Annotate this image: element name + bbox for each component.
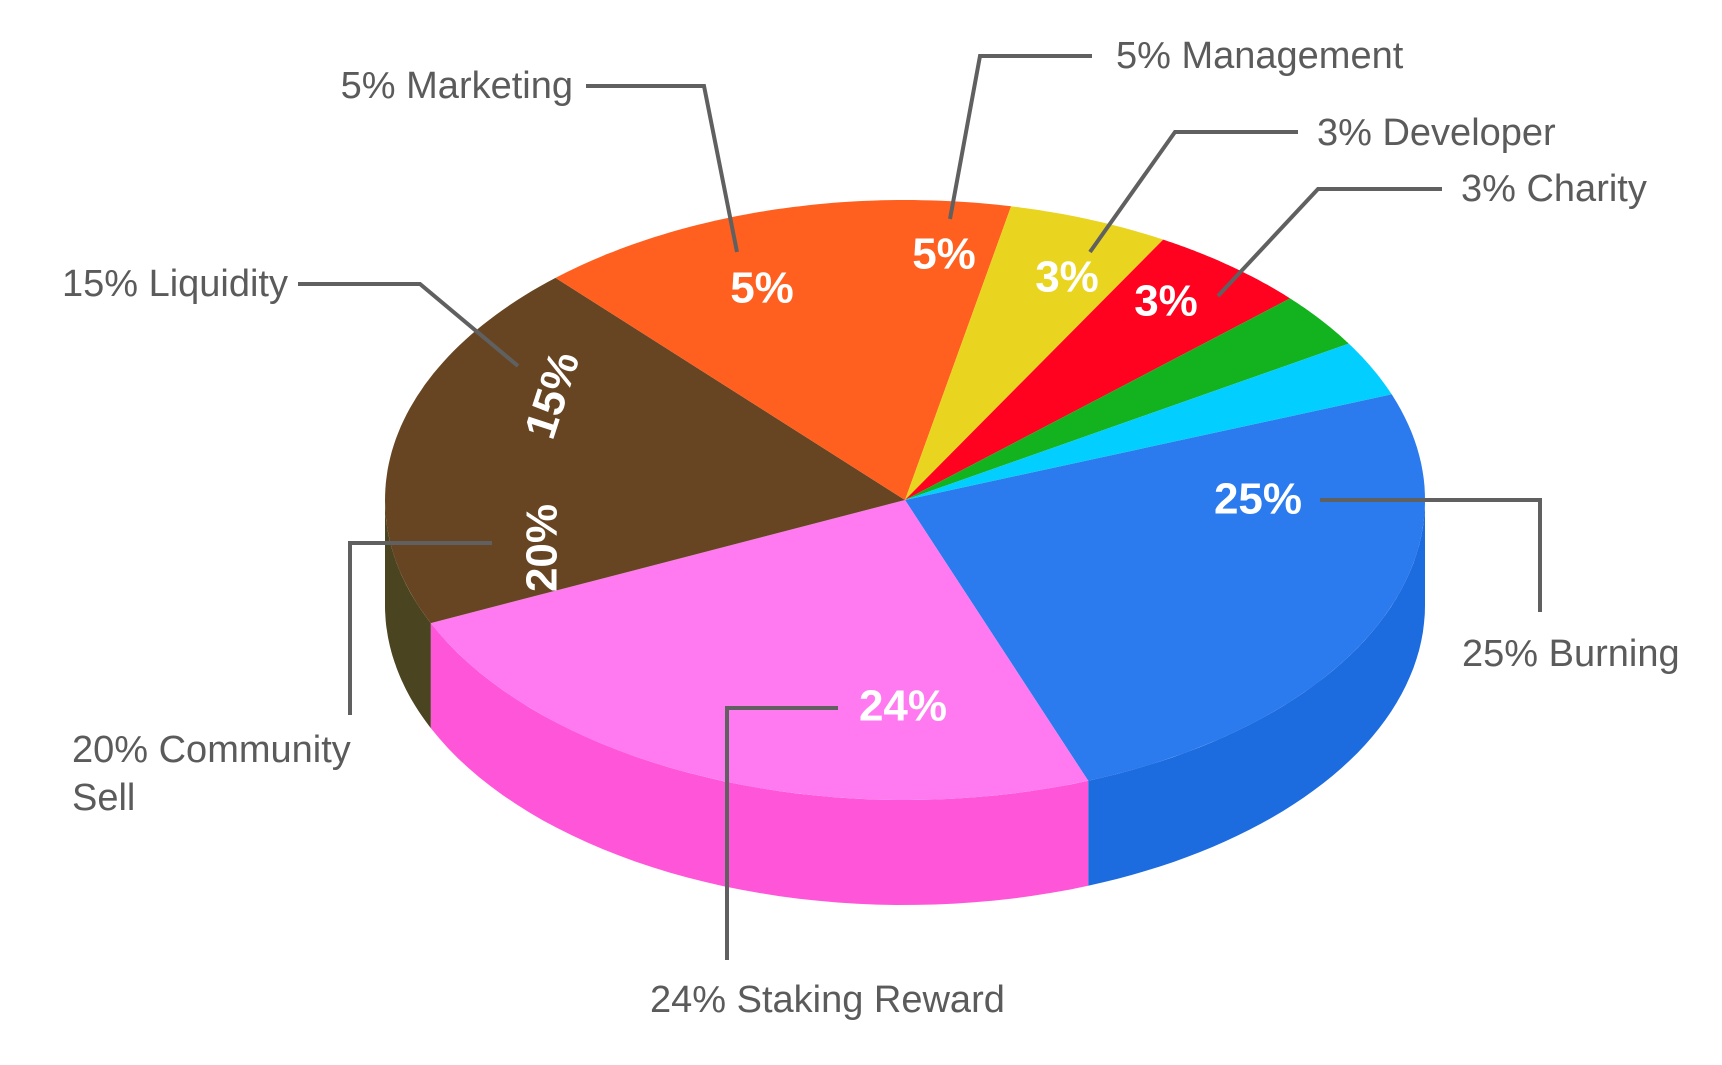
leader-line-management <box>948 54 1092 220</box>
pct-label-developer: 3% <box>1035 253 1099 302</box>
leader-line-marketing <box>586 84 739 253</box>
slice-charity <box>905 343 1392 500</box>
side-wall-burning <box>1088 500 1425 886</box>
leader-line-liquidity <box>298 282 520 368</box>
slice-staking-reward <box>430 500 1089 800</box>
callout-charity: 3% Charity <box>1461 168 1647 210</box>
pct-label-charity: 3% <box>1134 277 1198 326</box>
pct-label-marketing: 5% <box>730 264 794 313</box>
slice-management <box>905 239 1291 500</box>
slice-burning <box>905 394 1425 781</box>
leader-line-staking-reward <box>725 706 838 960</box>
callout-liquidity: 15% Liquidity <box>62 263 288 305</box>
leader-line-developer <box>1088 130 1298 254</box>
callout-marketing: 5% Marketing <box>341 65 573 107</box>
leader-line-community-sell <box>348 541 492 715</box>
pct-label-burning: 25% <box>1214 475 1302 524</box>
callout-management: 5% Management <box>1116 35 1404 77</box>
pct-label-community-sell: 20% <box>518 504 567 592</box>
callout-community-sell: 20% Community Sell <box>72 729 351 819</box>
leader-line-charity <box>1216 187 1442 298</box>
pct-label-management: 5% <box>912 230 976 279</box>
callout-developer: 3% Developer <box>1317 112 1556 154</box>
callout-burning: 25% Burning <box>1462 633 1680 675</box>
side-wall-community-sell <box>385 500 431 729</box>
slice-marketing <box>905 206 1164 501</box>
slice-percent-labels: 25%24%20%15%5%5% 3% 3% <box>515 230 1302 731</box>
callout-labels: 25% Burning 24% Staking Reward 20% Communi… <box>62 35 1680 1021</box>
leader-lines <box>298 54 1542 960</box>
slice-developer <box>905 298 1349 500</box>
leader-line-burning <box>1320 498 1542 612</box>
side-wall-staking-reward <box>430 623 1089 905</box>
pie-side-walls <box>385 500 1425 905</box>
callout-staking-reward: 24% Staking Reward <box>650 979 1005 1021</box>
slice-liquidity <box>555 200 1012 500</box>
pct-label-staking-reward: 24% <box>859 682 947 731</box>
